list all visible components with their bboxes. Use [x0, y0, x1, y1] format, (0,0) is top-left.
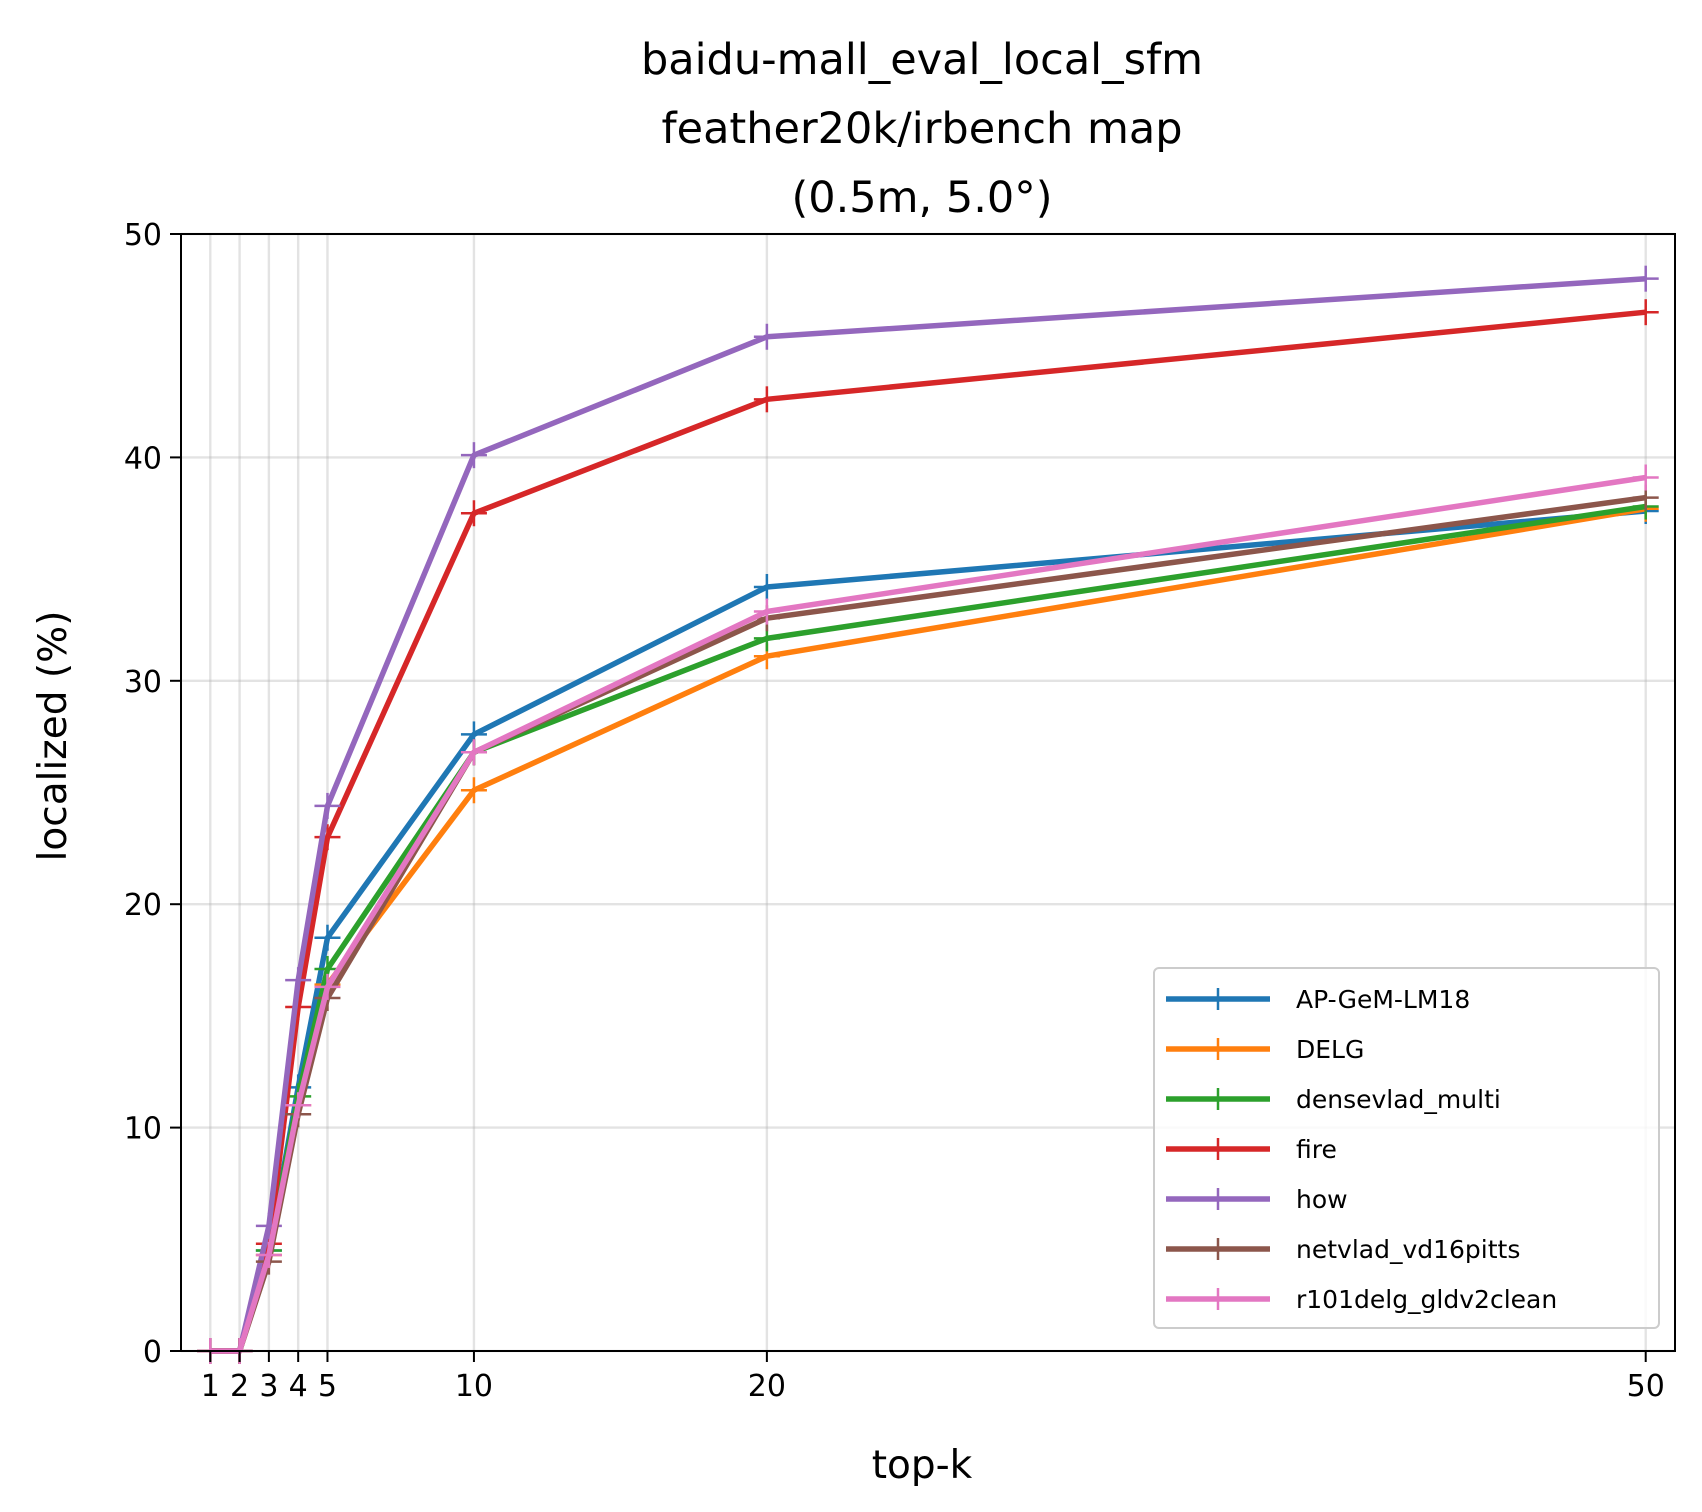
series-point-fire-20: [753, 386, 780, 413]
series-point-how-4: [285, 967, 312, 994]
series-point-fire-50: [1632, 299, 1659, 326]
legend-item-netvlad_vd16pitts: netvlad_vd16pitts: [1166, 1235, 1520, 1264]
y-tick-label-20: 20: [124, 888, 162, 923]
series-point-fire-5: [314, 824, 341, 851]
series-lines: [197, 265, 1659, 1364]
x-tick-label-4: 4: [289, 1369, 308, 1404]
x-tick-label-50: 50: [1627, 1369, 1665, 1404]
y-tick-label-50: 50: [124, 218, 162, 253]
legend-label: how: [1296, 1185, 1348, 1214]
legend-label: densevlad_multi: [1296, 1085, 1501, 1114]
series-point-AP-GeM-LM18-20: [753, 573, 780, 600]
legend-item-AP-GeM-LM18: AP-GeM-LM18: [1166, 985, 1470, 1014]
series-point-fire-10: [460, 500, 487, 527]
series-point-r101delg_gldv2clean-10: [460, 739, 487, 766]
series-point-DELG-10: [460, 777, 487, 804]
legend-item-how: how: [1166, 1185, 1348, 1214]
legend-label: fire: [1296, 1135, 1337, 1164]
x-tick-label-5: 5: [318, 1369, 337, 1404]
legend-label: AP-GeM-LM18: [1296, 985, 1470, 1014]
x-tick-label-10: 10: [455, 1369, 493, 1404]
series-point-r101delg_gldv2clean-20: [753, 598, 780, 625]
y-tick-label-40: 40: [124, 441, 162, 476]
series-point-AP-GeM-LM18-5: [314, 924, 341, 951]
series-point-r101delg_gldv2clean-5: [314, 973, 341, 1000]
legend-item-fire: fire: [1166, 1135, 1337, 1164]
series-point-how-5: [314, 792, 341, 819]
y-tick-label-0: 0: [143, 1335, 162, 1370]
x-tick-label-3: 3: [259, 1369, 278, 1404]
legend-item-r101delg_gldv2clean: r101delg_gldv2clean: [1166, 1285, 1557, 1314]
legend-item-DELG: DELG: [1166, 1035, 1364, 1064]
series-point-how-10: [460, 442, 487, 469]
legend-label: netvlad_vd16pitts: [1296, 1235, 1520, 1264]
plot-area-frame: [180, 233, 1676, 1352]
chart-title-line-3: (0.5m, 5.0°): [791, 173, 1052, 223]
series-point-how-50: [1632, 265, 1659, 292]
chart-title-line-2: feather20k/irbench map: [661, 104, 1182, 154]
y-tick-label-10: 10: [124, 1112, 162, 1147]
y-axis-label: localized (%): [31, 611, 76, 862]
legend-label: r101delg_gldv2clean: [1296, 1285, 1557, 1314]
axes: 1 2 3 4 5 10 20 50 0 10 20 30 40 50: [124, 218, 1665, 1404]
y-tick-label-30: 30: [124, 665, 162, 700]
series-point-r101delg_gldv2clean-3: [255, 1241, 282, 1268]
x-tick-label-1: 1: [201, 1369, 220, 1404]
legend-label: DELG: [1296, 1035, 1364, 1064]
legend-box: [1153, 967, 1660, 1329]
x-tick-label-20: 20: [748, 1369, 786, 1404]
series-line-r101delg_gldv2clean: [210, 474, 1647, 1354]
series-point-how-20: [753, 323, 780, 350]
series-point-r101delg_gldv2clean-50: [1632, 464, 1659, 491]
x-axis-label: top-k: [872, 1443, 973, 1488]
legend-item-densevlad_multi: densevlad_multi: [1166, 1085, 1501, 1114]
x-tick-label-2: 2: [230, 1369, 249, 1404]
chart-title-line-1: baidu-mall_eval_local_sfm: [641, 35, 1203, 85]
series-point-r101delg_gldv2clean-4: [285, 1092, 312, 1119]
